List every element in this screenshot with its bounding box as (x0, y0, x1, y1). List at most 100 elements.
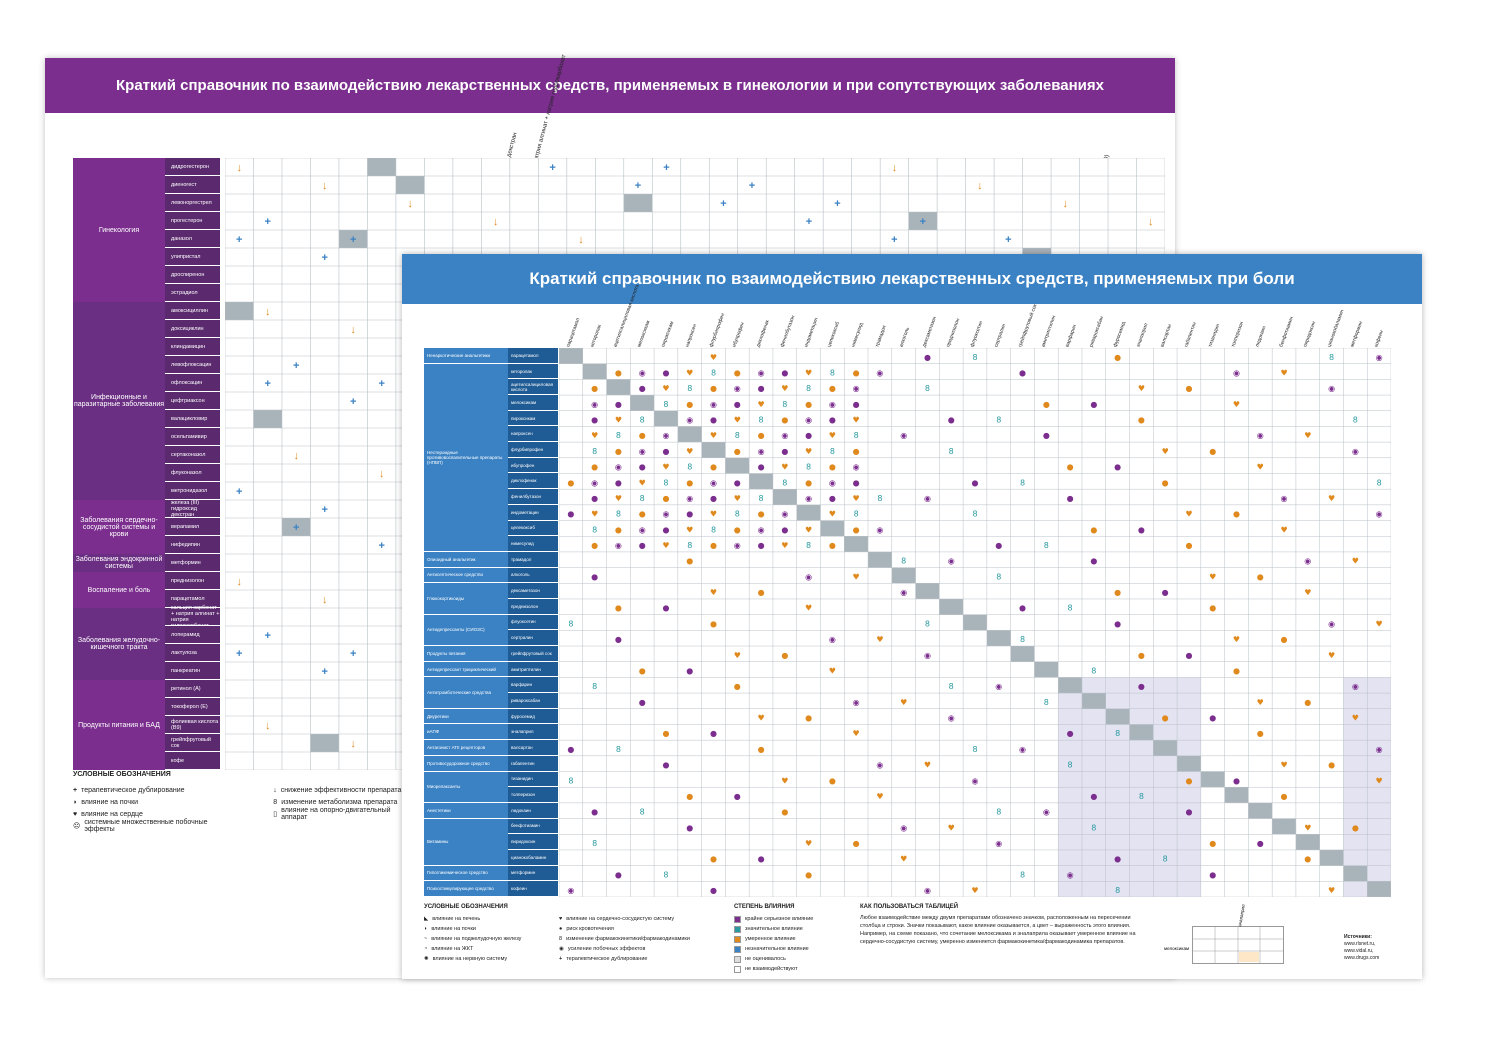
interaction-mark: ♥ (710, 510, 717, 519)
interaction-mark: 8 (1163, 855, 1168, 864)
legend-item-pk: 8 изменение фармакокинетики/фармакодинами… (559, 936, 690, 942)
interaction-mark: ● (710, 729, 717, 738)
severity-swatch (734, 945, 741, 953)
interaction-mark: ◉ (876, 525, 883, 534)
source-link: www.drugs.com (1344, 955, 1380, 961)
column-header: ацетилсалициловая кислота (613, 284, 641, 348)
interaction-mark: ♥ (1257, 698, 1264, 707)
interaction-mark: ♥ (639, 478, 646, 487)
row-header: индометацин (508, 504, 558, 521)
self-cell (338, 230, 368, 248)
interaction-mark: 8 (640, 494, 645, 503)
row-group-label: Воспаление и боль (73, 572, 165, 609)
interaction-mark: 8 (687, 463, 692, 472)
interaction-mark: ● (686, 666, 693, 675)
interaction-mark: ♥ (1352, 714, 1359, 723)
legend-item-gi: ◔ влияние на ЖКТ (424, 946, 474, 952)
column-header: амитриптилин (1041, 310, 1058, 348)
self-cell (1224, 787, 1249, 803)
self-cell (225, 302, 254, 320)
interaction-mark: ♥ (662, 384, 669, 393)
interaction-mark: ♥ (1304, 588, 1311, 597)
interaction-mark: ● (1352, 823, 1359, 832)
column-header: грейпфрутовый сок (1017, 303, 1038, 348)
interaction-mark: 8 (1353, 416, 1358, 425)
interaction-mark: ♥ (1185, 510, 1192, 519)
interaction-mark: ● (615, 368, 622, 377)
interaction-mark: ◉ (710, 400, 717, 409)
interaction-mark: ↓ (350, 324, 356, 336)
severity-item: крайне серьезное влияние (734, 914, 854, 924)
interaction-mark: ● (1257, 729, 1264, 738)
interaction-mark: ♥ (853, 572, 860, 581)
row-group-label: Витамины (424, 818, 508, 866)
sources-title: Источники: (1344, 934, 1372, 940)
column-header: фуросемид (1112, 310, 1127, 348)
row-group-label: Психостимулирующее средство (424, 881, 508, 897)
self-cell (559, 348, 583, 364)
interaction-mark: ♥ (734, 494, 741, 503)
interaction-mark: ↓ (322, 594, 328, 606)
interaction-mark: ● (710, 384, 717, 393)
self-cell (1248, 802, 1273, 819)
interaction-mark: ● (615, 525, 622, 534)
column-header: трамадол (874, 310, 887, 348)
interaction-mark: + (236, 486, 242, 498)
legend-item-systemic: ☹ системные множественные побочные эффект… (73, 819, 208, 833)
interaction-mark: ● (829, 776, 836, 785)
column-header: лидокаин (1255, 310, 1268, 348)
interaction-mark: ◉ (876, 368, 883, 377)
self-cell (1367, 881, 1391, 897)
column-header-label: ривароксабан (1088, 315, 1105, 348)
interaction-mark: ◉ (829, 400, 836, 409)
interaction-mark: ● (662, 761, 669, 770)
interaction-mark: ● (805, 478, 812, 487)
row-header: амитриптилин (508, 661, 558, 678)
interaction-mark: ◉ (615, 463, 622, 472)
interaction-mark: 8 (592, 525, 597, 534)
row-group-label: Заболевания эндокринной системы (73, 554, 165, 573)
interaction-mark: ↓ (578, 234, 584, 246)
row-header: лактулоза (165, 644, 220, 662)
interaction-mark: ◉ (758, 368, 765, 377)
interaction-mark: ● (1233, 776, 1240, 785)
interaction-mark: ● (591, 494, 598, 503)
interaction-mark: 8 (806, 384, 811, 393)
interaction-mark: 8 (663, 870, 668, 879)
column-header: габапентин (1183, 310, 1198, 348)
row-group-label: Инфекционные и паразитарные заболевания (73, 302, 165, 501)
interaction-mark: 8 (972, 510, 977, 519)
row-header: целекоксиб (508, 520, 558, 537)
interaction-mark: 8 (711, 368, 716, 377)
row-header: флуконазол (165, 464, 220, 482)
interaction-mark: ● (686, 400, 693, 409)
severity-swatch (734, 925, 741, 933)
row-header: пиридоксин (508, 834, 558, 850)
interaction-mark: ● (639, 463, 646, 472)
interaction-mark: ● (734, 368, 741, 377)
interaction-mark: ♥ (805, 447, 812, 456)
interaction-mark: ● (639, 431, 646, 440)
legend-item-duplication: + терапевтическое дублирование (73, 786, 185, 794)
interaction-mark: ● (1067, 494, 1074, 503)
column-header-label: тизанидин (1207, 323, 1221, 348)
interaction-mark: 8 (759, 416, 764, 425)
column-header-label: лидокаин (1254, 325, 1268, 348)
interaction-mark: ◉ (829, 635, 836, 644)
row-group-label: Продукты питания и БАД (73, 680, 165, 771)
example-col-label: эналаприл (1237, 903, 1246, 927)
row-header: диклофенак (508, 473, 558, 490)
interaction-mark: ◉ (805, 572, 812, 581)
interaction-mark: + (663, 162, 669, 174)
interaction-mark: ● (1114, 353, 1121, 362)
interaction-mark: + (891, 234, 897, 246)
interaction-mark: 8 (854, 431, 859, 440)
interaction-mark: ◉ (662, 431, 669, 440)
interaction-mark: ♥ (900, 698, 907, 707)
interaction-mark: ● (615, 635, 622, 644)
interaction-mark: ● (1019, 604, 1026, 613)
interaction-mark: ◉ (639, 525, 646, 534)
row-group-label: Анестетики (424, 802, 508, 819)
interaction-mark: ● (662, 368, 669, 377)
interaction-mark: ◉ (662, 510, 669, 519)
